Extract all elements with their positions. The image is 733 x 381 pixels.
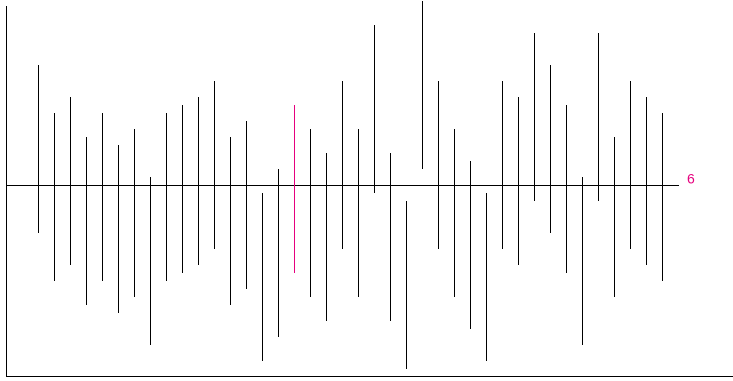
range-bars [38, 1, 663, 369]
reference-line-label: 6 [687, 171, 695, 187]
